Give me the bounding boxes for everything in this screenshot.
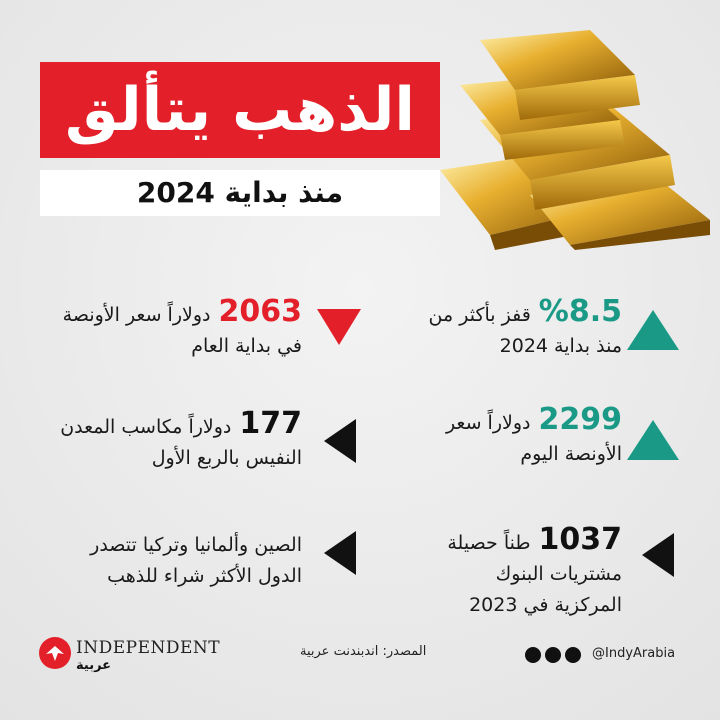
stat-text: دولاراً مكاسب المعدن — [60, 416, 232, 438]
stat-number: 177 — [239, 406, 302, 441]
handle: @IndyArabia — [592, 646, 676, 661]
left-triangle — [324, 419, 356, 463]
stat-text: دولاراً سعر الأونصة — [62, 304, 211, 326]
stat: 1037 طناً حصيلة مشتريات البنوك المركزية ف… — [382, 524, 622, 621]
gold-bars — [440, 30, 710, 250]
logo-icon — [39, 637, 71, 669]
stat-text: النفيس بالربع الأول — [151, 447, 302, 469]
stat-text: قفز بأكثر من — [428, 304, 531, 326]
stat-text: في بداية العام — [191, 335, 302, 357]
stat-number: %8.5 — [538, 294, 622, 329]
stat-text: المركزية في 2023 — [469, 594, 622, 616]
stat: الصين وألمانيا وتركيا تتصدر الدول الأكثر… — [12, 530, 302, 592]
stat: %8.5 قفز بأكثر من منذ بداية 2024 — [382, 296, 622, 362]
title: الذهب يتألق — [40, 62, 440, 158]
logo: INDEPENDENT — [76, 638, 221, 658]
stat-number: 2063 — [218, 294, 303, 329]
down-triangle — [317, 309, 361, 345]
stat-text: الصين وألمانيا وتركيا تتصدر — [90, 534, 302, 556]
left-triangle — [642, 533, 674, 577]
stat-number: 2299 — [538, 402, 623, 437]
stat: 177 دولاراً مكاسب المعدن النفيس بالربع ال… — [12, 408, 302, 474]
source: المصدر: اندبندنت عربية — [300, 644, 427, 659]
up-triangle — [627, 310, 679, 350]
stat: 2299 دولاراً سعر الأونصة اليوم — [382, 404, 622, 470]
logo-sub: عربية — [76, 658, 112, 673]
stat-text: طناً حصيلة — [447, 532, 531, 554]
stat-text: مشتريات البنوك — [495, 563, 622, 585]
social-icons — [525, 647, 581, 663]
stat-text: الأونصة اليوم — [520, 443, 622, 465]
left-triangle — [324, 531, 356, 575]
up-triangle — [627, 420, 679, 460]
stat: 2063 دولاراً سعر الأونصة في بداية العام — [12, 296, 302, 362]
stat-number: 1037 — [538, 522, 623, 557]
stat-text: دولاراً سعر — [445, 412, 531, 434]
subtitle: منذ بداية 2024 — [40, 170, 440, 216]
stat-text: منذ بداية 2024 — [499, 335, 622, 357]
stat-text: الدول الأكثر شراء للذهب — [107, 565, 302, 587]
